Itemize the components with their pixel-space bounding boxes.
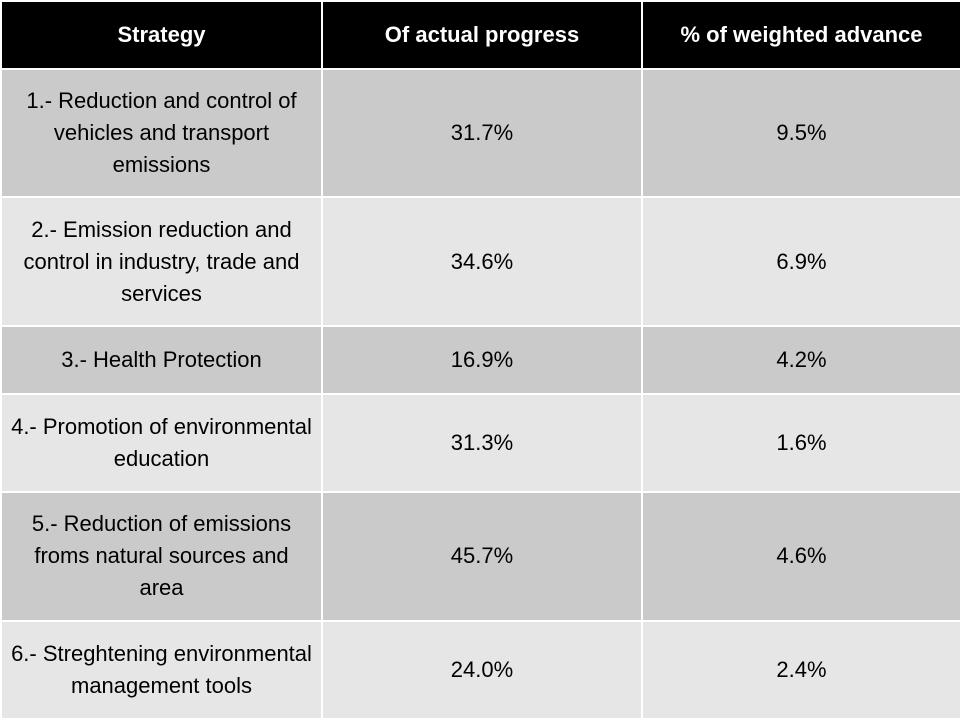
table-header-row: Strategy Of actual progress % of weighte… [0, 0, 960, 70]
cell-strategy: 2.- Emission reduction and control in in… [0, 196, 323, 327]
cell-weighted-advance: 9.5% [641, 67, 960, 199]
cell-strategy: 1.- Reduction and control of vehicles an… [0, 67, 323, 199]
cell-weighted-advance: 4.2% [641, 324, 960, 395]
header-strategy: Strategy [0, 0, 323, 70]
table-row: 5.- Reduction of emissions froms natural… [0, 491, 960, 622]
cell-weighted-advance: 1.6% [641, 392, 960, 494]
cell-strategy: 5.- Reduction of emissions froms natural… [0, 491, 323, 622]
cell-actual-progress: 31.3% [321, 392, 643, 494]
table-row: 4.- Promotion of environmental education… [0, 392, 960, 494]
cell-actual-progress: 24.0% [321, 619, 643, 720]
table-row: 6.- Streghtening environmental managemen… [0, 619, 960, 720]
cell-weighted-advance: 6.9% [641, 196, 960, 327]
cell-actual-progress: 16.9% [321, 324, 643, 395]
cell-weighted-advance: 4.6% [641, 491, 960, 622]
cell-strategy: 3.- Health Protection [0, 324, 323, 395]
header-weighted-advance: % of weighted advance [641, 0, 960, 70]
cell-strategy: 6.- Streghtening environmental managemen… [0, 619, 323, 720]
cell-actual-progress: 31.7% [321, 67, 643, 199]
table-row: 1.- Reduction and control of vehicles an… [0, 67, 960, 199]
cell-actual-progress: 34.6% [321, 196, 643, 327]
header-actual-progress: Of actual progress [321, 0, 643, 70]
table-row: 2.- Emission reduction and control in in… [0, 196, 960, 327]
table-row: 3.- Health Protection 16.9% 4.2% [0, 324, 960, 395]
cell-strategy: 4.- Promotion of environmental education [0, 392, 323, 494]
cell-weighted-advance: 2.4% [641, 619, 960, 720]
cell-actual-progress: 45.7% [321, 491, 643, 622]
